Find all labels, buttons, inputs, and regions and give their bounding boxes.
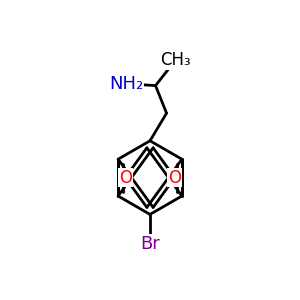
Text: O: O <box>168 169 181 187</box>
Text: CH₃: CH₃ <box>160 51 191 69</box>
Text: O: O <box>119 169 132 187</box>
Text: NH₂: NH₂ <box>109 75 143 93</box>
Text: Br: Br <box>140 235 160 253</box>
